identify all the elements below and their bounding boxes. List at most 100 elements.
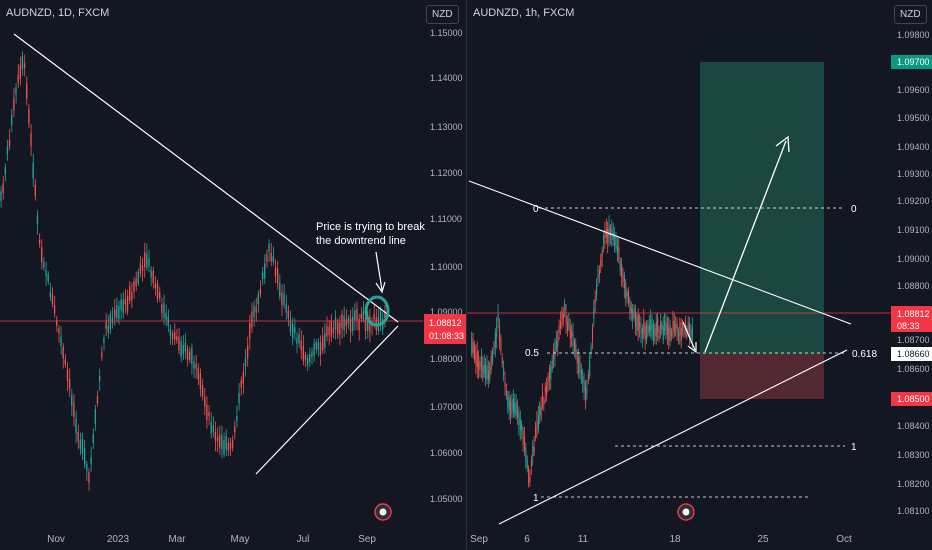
chart-title[interactable]: AUDNZD, 1D, FXCM [6, 7, 110, 19]
candle-body [636, 315, 638, 331]
price-tick-8: 1.07000 [430, 402, 463, 412]
time-tick-3: 18 [669, 534, 681, 545]
candle-body [283, 293, 285, 306]
candle-body [249, 322, 251, 339]
candle-body [625, 283, 627, 299]
candle-body [266, 254, 268, 262]
time-tick-4: Jul [297, 534, 310, 545]
candle-body [73, 402, 75, 418]
chart-title[interactable]: AUDNZD, 1h, FXCM [473, 7, 575, 19]
hourly-chart-panel[interactable]: 0 0.5 1 0 0.618 1 1.09800 1.09600 1.09500 1… [466, 0, 932, 550]
candle-body [116, 305, 118, 319]
candle-body [328, 326, 330, 336]
candle-body [212, 425, 214, 432]
fib-left-1: 1 [533, 493, 539, 504]
candle-body [471, 338, 473, 354]
candle-body [604, 231, 606, 239]
price-axis[interactable]: 1.15000 1.14000 1.13000 1.12000 1.11000 1.100… [430, 28, 463, 504]
candle-body [81, 438, 84, 454]
time-tick-1: 6 [524, 534, 530, 545]
candle-body [180, 341, 182, 357]
candle-body [279, 282, 281, 297]
price-tick-6: 1.09000 [430, 307, 463, 317]
candle-body [208, 412, 210, 417]
hourly-chart-canvas[interactable]: 0 0.5 1 0 0.618 1 1.098001.096001.095001… [467, 0, 932, 550]
candle-body [603, 235, 605, 244]
candle-body [646, 325, 648, 341]
candle-body [30, 133, 32, 147]
time-tick-4: 25 [757, 534, 769, 545]
price-tick-5: 1.10000 [430, 262, 463, 272]
candle-body [276, 268, 279, 284]
candle-body [485, 365, 487, 381]
candle-body [648, 325, 650, 333]
candle-body [135, 278, 137, 287]
candle-body [296, 338, 298, 344]
candle-body [629, 299, 631, 314]
candle-body [367, 315, 369, 331]
uptrend-line[interactable] [498, 349, 848, 525]
candle-body [178, 337, 180, 351]
candle-body [6, 147, 9, 154]
logo-icon[interactable] [677, 503, 695, 521]
daily-chart-panel[interactable]: Price is trying to break the downtrend l… [0, 0, 466, 550]
uptrend-line[interactable] [255, 325, 399, 475]
candle-body [518, 413, 520, 426]
candle-body [109, 313, 112, 330]
candle-body [600, 259, 602, 267]
candle-body [576, 354, 578, 364]
candle-body [532, 445, 534, 457]
price-axis[interactable]: 1.09800 1.09600 1.09500 1.09400 1.09300 1.092… [897, 30, 930, 516]
logo-icon[interactable] [374, 503, 392, 521]
candle-body [589, 360, 591, 376]
daily-chart-canvas[interactable]: Price is trying to break the downtrend l… [0, 0, 466, 550]
candle-body [191, 348, 193, 364]
candle-body [36, 215, 39, 225]
candle-body [474, 345, 476, 361]
candle-body [691, 326, 693, 340]
candle-body [561, 312, 563, 325]
candle-body [189, 351, 191, 361]
candle-body [657, 317, 659, 333]
candle-body [572, 333, 574, 346]
candle-body [49, 292, 51, 297]
candle-body [647, 324, 649, 334]
candle-body [313, 343, 315, 356]
candle-body [90, 457, 92, 465]
candle-body [504, 381, 506, 388]
currency-button[interactable]: NZD [894, 5, 927, 24]
candle-body [644, 326, 646, 340]
stop-zone[interactable] [700, 354, 824, 399]
candle-body [660, 324, 661, 331]
candle-body [21, 56, 24, 70]
candle-body [499, 325, 501, 342]
candle-body [94, 409, 96, 424]
downtrend-line[interactable] [13, 33, 399, 323]
candle-body [221, 434, 223, 449]
price-tick-1: 1.09600 [897, 85, 930, 95]
time-axis[interactable]: Sep 6 11 18 25 Oct [470, 534, 852, 545]
candle-body [508, 397, 510, 412]
hourly-candles [471, 215, 693, 488]
candle-body [253, 305, 255, 318]
price-tick-10: 1.08600 [897, 364, 930, 374]
candle-body [210, 422, 212, 434]
downtrend-line[interactable] [468, 180, 852, 325]
fib-right-618: 0.618 [852, 349, 877, 360]
price-tick-9: 1.08700 [897, 335, 930, 345]
price-tick-4: 1.09300 [897, 169, 930, 179]
candle-body [315, 342, 317, 350]
candle-body [354, 310, 356, 321]
candle-body [607, 229, 609, 243]
candle-body [379, 310, 382, 324]
price-tick-1: 1.14000 [430, 73, 463, 83]
currency-button[interactable]: NZD [426, 5, 459, 24]
candle-body [679, 322, 681, 336]
candle-body [478, 360, 480, 371]
candle-body [156, 283, 159, 299]
candle-body [184, 342, 187, 352]
candle-body [519, 419, 521, 430]
time-axis[interactable]: Nov 2023 Mar May Jul Sep [47, 534, 376, 545]
candle-body [632, 310, 634, 320]
time-tick-5: Oct [836, 534, 852, 545]
